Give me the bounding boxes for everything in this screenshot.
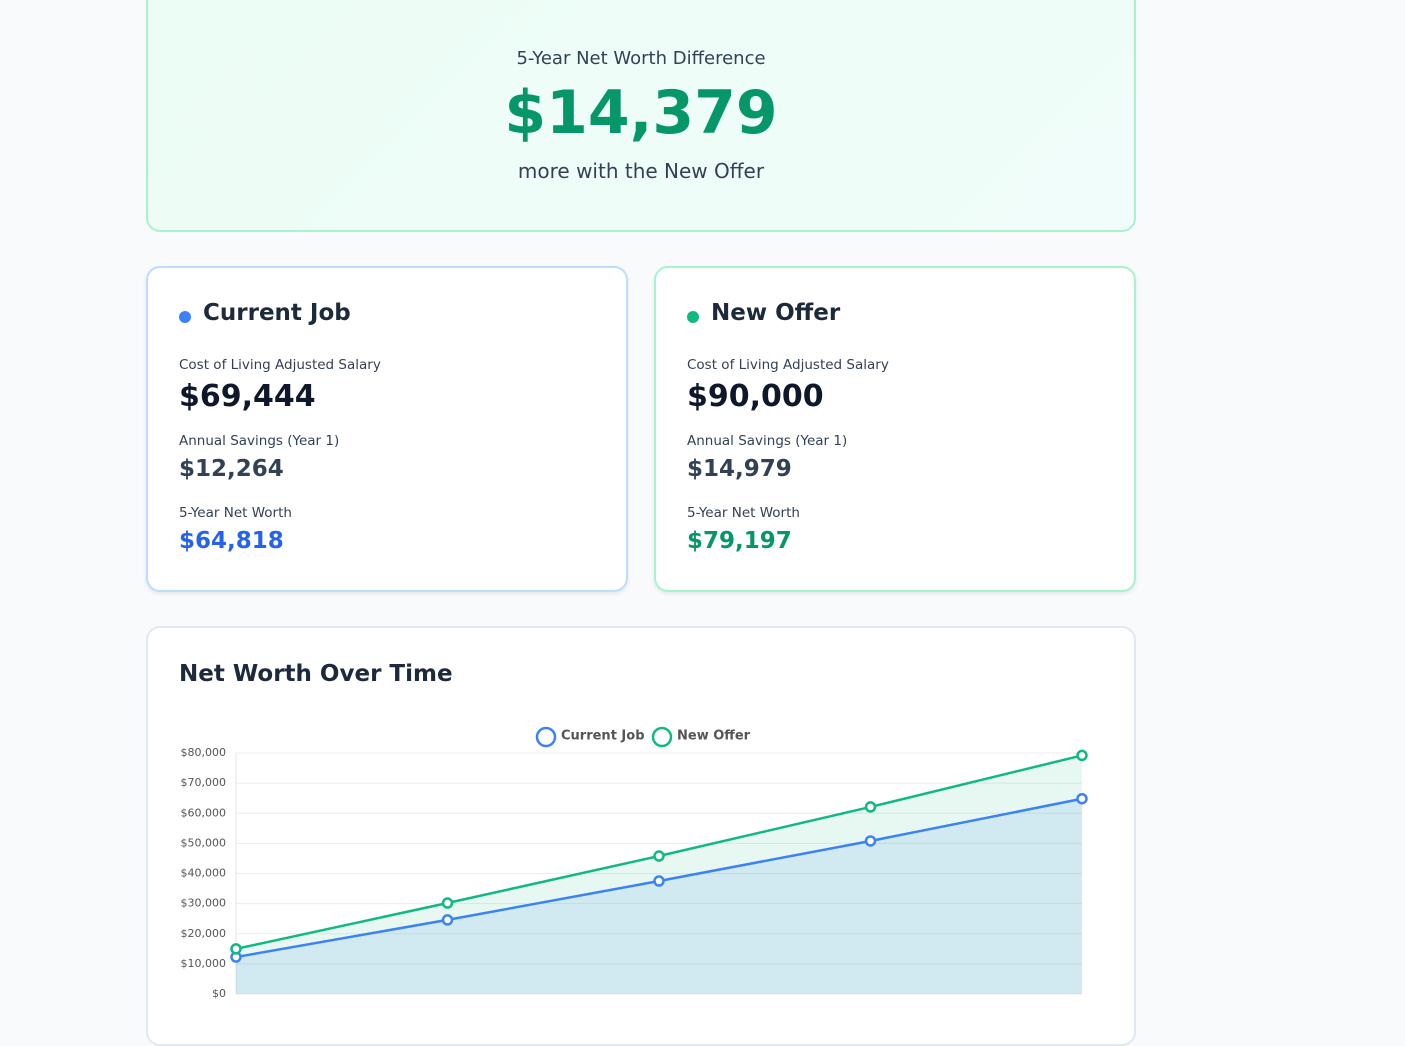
net-worth-label: 5-Year Net Worth — [687, 505, 800, 521]
y-tick-label: $30,000 — [181, 897, 227, 910]
summary-amount: $14,379 — [504, 78, 778, 148]
series-area — [236, 755, 1082, 994]
savings: $14,979 — [687, 456, 792, 482]
new-offer-card: New Offer Cost of Living Adjusted Salary… — [654, 266, 1136, 592]
savings-label: Annual Savings (Year 1) — [687, 433, 848, 449]
salary: $69,444 — [179, 379, 316, 414]
card-dot — [179, 311, 191, 323]
summary-label: 5-Year Net Worth Difference — [516, 48, 766, 69]
legend-marker — [651, 726, 673, 748]
salary-label: Cost of Living Adjusted Salary — [687, 357, 889, 373]
point — [653, 850, 665, 862]
chart: $0 $10,000 $20,000 $30,000 $40,000 $50,000 $60… — [181, 726, 1088, 1000]
summary-caption: more with the New Offer — [517, 159, 765, 183]
page: 5-Year Net Worth Difference $14,379 more… — [146, 0, 1136, 1046]
y-tick-label: $0 — [212, 987, 226, 1000]
point — [864, 801, 877, 813]
y-tick-label: $80,000 — [181, 746, 227, 759]
y-tick-label: $20,000 — [181, 927, 227, 940]
chart-card: Net Worth Over Time — [146, 626, 1136, 1046]
y-tick-label: $70,000 — [181, 776, 227, 789]
net-worth: $79,197 — [687, 528, 792, 554]
point — [1076, 749, 1088, 762]
point — [653, 875, 665, 887]
point — [230, 943, 242, 955]
legend-label: New Offer — [677, 729, 751, 744]
legend-marker — [535, 726, 557, 748]
y-tick-label: $40,000 — [181, 867, 227, 880]
y-tick-label: $10,000 — [181, 957, 227, 970]
salary: $90,000 — [687, 379, 824, 414]
y-tick-label: $60,000 — [181, 806, 227, 819]
series-area — [236, 798, 1082, 994]
savings: $12,264 — [179, 456, 284, 482]
card-title: New Offer — [711, 300, 841, 326]
point — [441, 897, 454, 909]
point — [864, 835, 877, 847]
current-job-card: Current Job Cost of Living Adjusted Sala… — [146, 266, 628, 592]
point — [441, 914, 454, 926]
summary-card: 5-Year Net Worth Difference $14,379 more… — [146, 0, 1136, 232]
salary-label: Cost of Living Adjusted Salary — [179, 357, 381, 373]
chart-title: Net Worth Over Time — [179, 661, 453, 687]
y-tick-label: $50,000 — [181, 836, 227, 849]
card-dot — [687, 311, 699, 323]
savings-label: Annual Savings (Year 1) — [179, 433, 340, 449]
card-title: Current Job — [203, 300, 351, 326]
point — [1076, 792, 1088, 805]
net-worth: $64,818 — [179, 528, 284, 554]
legend-label: Current Job — [561, 729, 645, 744]
net-worth-label: 5-Year Net Worth — [179, 505, 292, 521]
